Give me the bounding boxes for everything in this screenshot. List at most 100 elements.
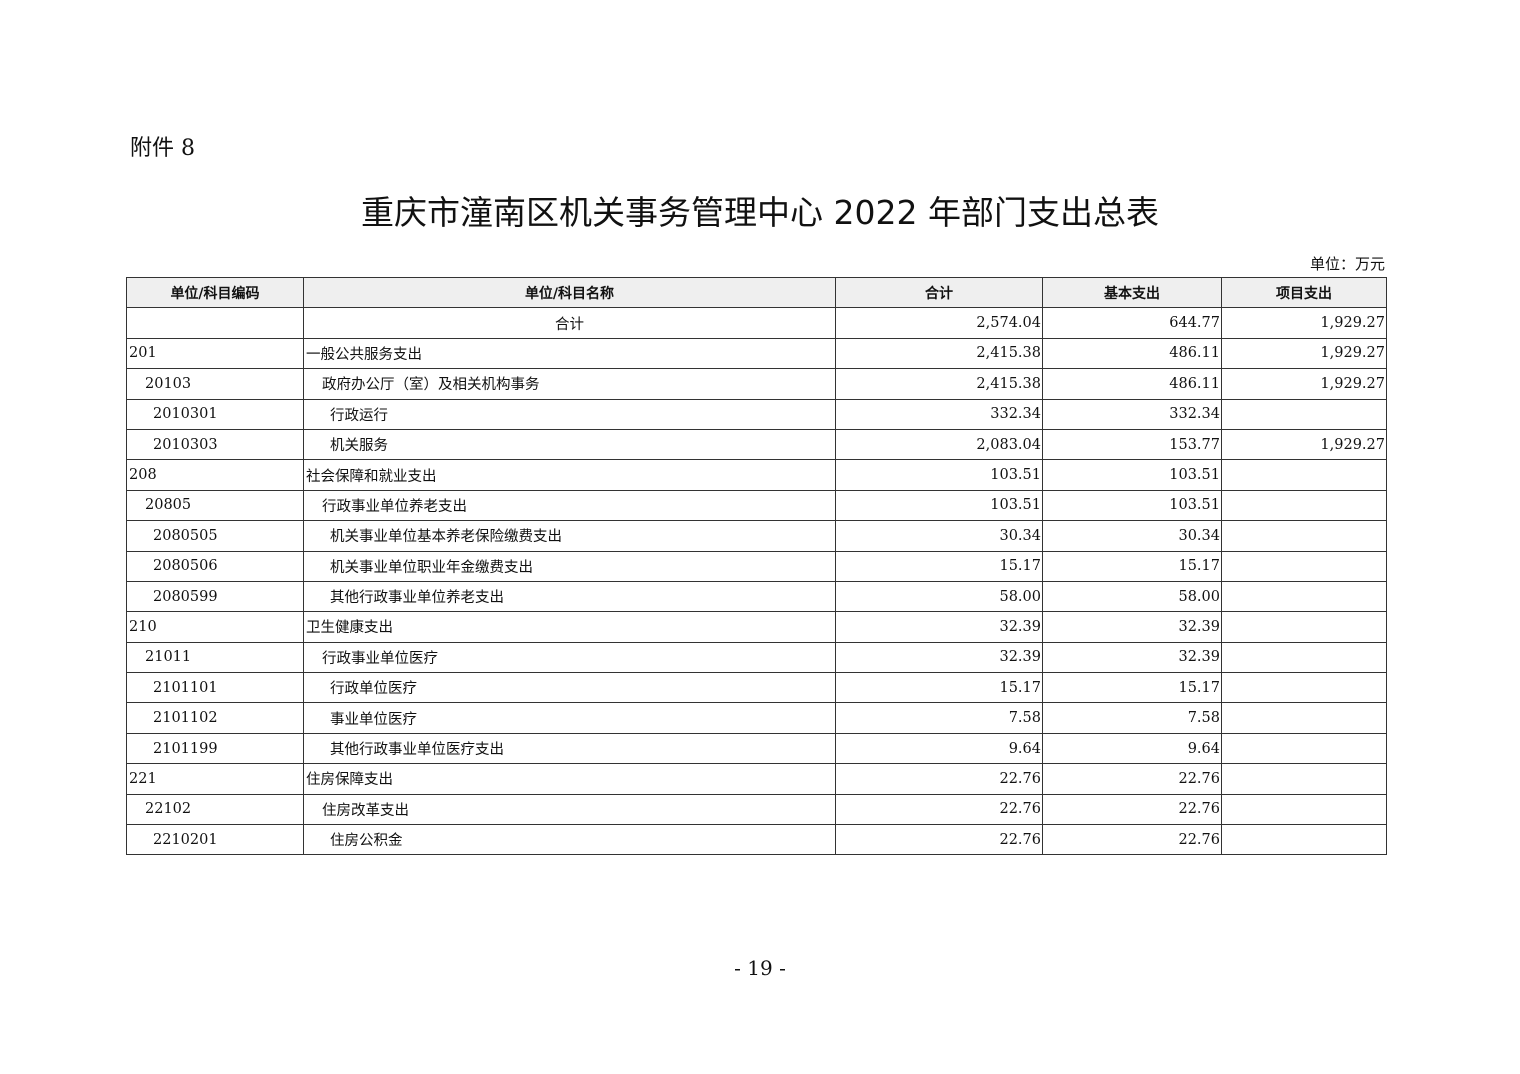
cell-basic: 58.00 bbox=[1042, 580, 1222, 613]
cell-name: 行政运行 bbox=[303, 398, 836, 430]
cell-total: 2,574.04 bbox=[835, 307, 1043, 339]
cell-basic: 15.17 bbox=[1042, 550, 1222, 582]
attachment-label: 附件 8 bbox=[130, 136, 195, 161]
cell-code: 2101199 bbox=[126, 732, 304, 765]
cell-code bbox=[126, 307, 304, 339]
cell-project bbox=[1221, 732, 1387, 765]
cell-basic: 103.51 bbox=[1042, 459, 1222, 491]
table-row: 221 住房保障支出 22.76 22.76 bbox=[126, 763, 1387, 795]
cell-name: 事业单位医疗 bbox=[303, 702, 836, 734]
cell-code: 210 bbox=[126, 611, 304, 643]
cell-code: 221 bbox=[126, 763, 304, 795]
cell-basic: 153.77 bbox=[1042, 428, 1222, 461]
cell-project bbox=[1221, 489, 1387, 522]
cell-project: 1,929.27 bbox=[1221, 368, 1387, 400]
cell-basic: 644.77 bbox=[1042, 307, 1222, 339]
cell-basic: 30.34 bbox=[1042, 520, 1222, 552]
cell-name: 社会保障和就业支出 bbox=[303, 459, 836, 491]
cell-name: 机关事业单位职业年金缴费支出 bbox=[303, 550, 836, 582]
header-name: 单位/科目名称 bbox=[303, 276, 836, 309]
cell-basic: 32.39 bbox=[1042, 641, 1222, 674]
cell-name: 合计 bbox=[303, 307, 836, 339]
header-total: 合计 bbox=[835, 276, 1043, 309]
cell-name: 行政单位医疗 bbox=[303, 672, 836, 704]
cell-name: 其他行政事业单位医疗支出 bbox=[303, 732, 836, 765]
cell-total: 2,083.04 bbox=[835, 428, 1043, 461]
table-row: 2101199 其他行政事业单位医疗支出 9.64 9.64 bbox=[126, 732, 1387, 765]
cell-basic: 22.76 bbox=[1042, 763, 1222, 795]
cell-total: 9.64 bbox=[835, 732, 1043, 765]
table-row: 21011 行政事业单位医疗 32.39 32.39 bbox=[126, 641, 1387, 674]
cell-total: 22.76 bbox=[835, 763, 1043, 795]
cell-code: 2080506 bbox=[126, 550, 304, 582]
cell-basic: 22.76 bbox=[1042, 824, 1222, 856]
table-row: 2080599 其他行政事业单位养老支出 58.00 58.00 bbox=[126, 580, 1387, 613]
table-row: 2101101 行政单位医疗 15.17 15.17 bbox=[126, 672, 1387, 704]
cell-code: 2210201 bbox=[126, 824, 304, 856]
table-row: 22102 住房改革支出 22.76 22.76 bbox=[126, 793, 1387, 826]
cell-name: 机关事业单位基本养老保险缴费支出 bbox=[303, 520, 836, 552]
cell-project bbox=[1221, 580, 1387, 613]
cell-code: 20805 bbox=[126, 489, 304, 522]
cell-project bbox=[1221, 793, 1387, 826]
cell-project bbox=[1221, 459, 1387, 491]
cell-basic: 9.64 bbox=[1042, 732, 1222, 765]
cell-code: 2010301 bbox=[126, 398, 304, 430]
cell-total: 32.39 bbox=[835, 641, 1043, 674]
page-number: - 19 - bbox=[734, 956, 786, 980]
cell-project bbox=[1221, 824, 1387, 856]
cell-code: 2080505 bbox=[126, 520, 304, 552]
cell-name: 住房公积金 bbox=[303, 824, 836, 856]
cell-name: 一般公共服务支出 bbox=[303, 337, 836, 370]
header-basic: 基本支出 bbox=[1042, 276, 1222, 309]
cell-total: 15.17 bbox=[835, 672, 1043, 704]
header-project: 项目支出 bbox=[1221, 276, 1387, 309]
table-row: 2010301 行政运行 332.34 332.34 bbox=[126, 398, 1387, 430]
cell-name: 政府办公厅（室）及相关机构事务 bbox=[303, 368, 836, 400]
cell-total: 15.17 bbox=[835, 550, 1043, 582]
cell-project bbox=[1221, 398, 1387, 430]
cell-basic: 7.58 bbox=[1042, 702, 1222, 734]
cell-total: 332.34 bbox=[835, 398, 1043, 430]
cell-total: 32.39 bbox=[835, 611, 1043, 643]
table-row: 201 一般公共服务支出 2,415.38 486.11 1,929.27 bbox=[126, 337, 1387, 370]
cell-project: 1,929.27 bbox=[1221, 337, 1387, 370]
cell-basic: 15.17 bbox=[1042, 672, 1222, 704]
cell-code: 20103 bbox=[126, 368, 304, 400]
table-row: 2210201 住房公积金 22.76 22.76 bbox=[126, 824, 1387, 856]
cell-total: 2,415.38 bbox=[835, 368, 1043, 400]
cell-project bbox=[1221, 520, 1387, 552]
cell-project: 1,929.27 bbox=[1221, 307, 1387, 339]
cell-project bbox=[1221, 672, 1387, 704]
document-title: 重庆市潼南区机关事务管理中心 2022 年部门支出总表 bbox=[361, 193, 1159, 232]
table-row: 2101102 事业单位医疗 7.58 7.58 bbox=[126, 702, 1387, 734]
cell-code: 2080599 bbox=[126, 580, 304, 613]
table-row: 20103 政府办公厅（室）及相关机构事务 2,415.38 486.11 1,929.… bbox=[126, 368, 1387, 400]
cell-name: 其他行政事业单位养老支出 bbox=[303, 580, 836, 613]
cell-name: 住房改革支出 bbox=[303, 793, 836, 826]
cell-code: 208 bbox=[126, 459, 304, 491]
table-row: 合计 2,574.04 644.77 1,929.27 bbox=[126, 307, 1387, 339]
cell-basic: 486.11 bbox=[1042, 337, 1222, 370]
cell-project bbox=[1221, 702, 1387, 734]
cell-project: 1,929.27 bbox=[1221, 428, 1387, 461]
header-code: 单位/科目编码 bbox=[126, 276, 304, 309]
table-row: 210 卫生健康支出 32.39 32.39 bbox=[126, 611, 1387, 643]
cell-total: 22.76 bbox=[835, 824, 1043, 856]
cell-code: 22102 bbox=[126, 793, 304, 826]
cell-name: 卫生健康支出 bbox=[303, 611, 836, 643]
cell-basic: 32.39 bbox=[1042, 611, 1222, 643]
cell-code: 2101101 bbox=[126, 672, 304, 704]
cell-name: 行政事业单位养老支出 bbox=[303, 489, 836, 522]
cell-project bbox=[1221, 763, 1387, 795]
cell-code: 2101102 bbox=[126, 702, 304, 734]
cell-total: 2,415.38 bbox=[835, 337, 1043, 370]
table-row: 2080506 机关事业单位职业年金缴费支出 15.17 15.17 bbox=[126, 550, 1387, 582]
cell-project bbox=[1221, 550, 1387, 582]
cell-total: 22.76 bbox=[835, 793, 1043, 826]
cell-basic: 332.34 bbox=[1042, 398, 1222, 430]
cell-total: 58.00 bbox=[835, 580, 1043, 613]
cell-project bbox=[1221, 641, 1387, 674]
table-row: 2080505 机关事业单位基本养老保险缴费支出 30.34 30.34 bbox=[126, 520, 1387, 552]
unit-label: 单位：万元 bbox=[1309, 255, 1385, 273]
